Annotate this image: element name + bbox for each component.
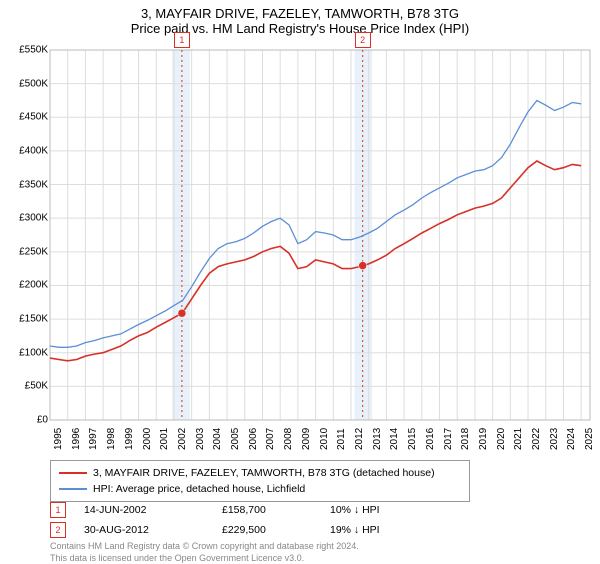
marker-badge-2: 2 <box>50 522 66 538</box>
xtick-label: 1997 <box>88 428 99 450</box>
xtick-label: 2012 <box>354 428 365 450</box>
footer-line2: This data is licensed under the Open Gov… <box>50 553 304 563</box>
marker-label-on-plot: 1 <box>174 32 190 48</box>
xtick-label: 2016 <box>425 428 436 450</box>
ytick-label: £50K <box>4 381 48 392</box>
xtick-label: 2011 <box>336 428 347 450</box>
xtick-label: 2014 <box>389 428 400 450</box>
title-block: 3, MAYFAIR DRIVE, FAZELEY, TAMWORTH, B78… <box>0 0 600 40</box>
xtick-label: 2018 <box>460 428 471 450</box>
xtick-label: 2000 <box>142 428 153 450</box>
markers-table: 1 14-JUN-2002 £158,700 10% ↓ HPI 2 30-AU… <box>50 500 590 540</box>
xtick-label: 2019 <box>478 428 489 450</box>
chart-title-line2: Price paid vs. HM Land Registry's House … <box>0 21 600 36</box>
ytick-label: £100K <box>4 347 48 358</box>
footer-line1: Contains HM Land Registry data © Crown c… <box>50 541 359 551</box>
legend-label-1: HPI: Average price, detached house, Lich… <box>93 481 305 497</box>
xtick-label: 2020 <box>496 428 507 450</box>
xtick-label: 1998 <box>106 428 117 450</box>
legend-swatch-1 <box>59 488 87 490</box>
ytick-label: £200K <box>4 280 48 291</box>
xtick-label: 2008 <box>283 428 294 450</box>
xtick-label: 2013 <box>372 428 383 450</box>
xtick-label: 2001 <box>159 428 170 450</box>
xtick-label: 2024 <box>566 428 577 450</box>
xtick-label: 2015 <box>407 428 418 450</box>
xtick-label: 2022 <box>531 428 542 450</box>
ytick-label: £400K <box>4 145 48 156</box>
xtick-label: 1995 <box>53 428 64 450</box>
marker-label-on-plot: 2 <box>355 32 371 48</box>
legend-swatch-0 <box>59 472 87 474</box>
marker-badge-1: 1 <box>50 502 66 518</box>
xtick-label: 2010 <box>319 428 330 450</box>
xtick-label: 2021 <box>513 428 524 450</box>
marker-date-0: 14-JUN-2002 <box>84 500 204 520</box>
ytick-label: £500K <box>4 78 48 89</box>
plot-area <box>50 50 590 420</box>
marker-pct-1: 19% ↓ HPI <box>330 520 460 540</box>
ytick-label: £550K <box>4 45 48 56</box>
xtick-label: 2006 <box>248 428 259 450</box>
marker-price-0: £158,700 <box>222 500 312 520</box>
legend-box: 3, MAYFAIR DRIVE, FAZELEY, TAMWORTH, B78… <box>50 460 470 502</box>
marker-row-0: 1 14-JUN-2002 £158,700 10% ↓ HPI <box>50 500 590 520</box>
xtick-label: 2002 <box>177 428 188 450</box>
marker-row-1: 2 30-AUG-2012 £229,500 19% ↓ HPI <box>50 520 590 540</box>
xtick-label: 2005 <box>230 428 241 450</box>
ytick-label: £0 <box>4 415 48 426</box>
line-chart-svg <box>50 50 590 420</box>
xtick-label: 2009 <box>301 428 312 450</box>
ytick-label: £300K <box>4 213 48 224</box>
xtick-label: 1996 <box>71 428 82 450</box>
ytick-label: £350K <box>4 179 48 190</box>
xtick-label: 2003 <box>195 428 206 450</box>
ytick-label: £250K <box>4 246 48 257</box>
marker-price-1: £229,500 <box>222 520 312 540</box>
ytick-label: £450K <box>4 112 48 123</box>
xtick-label: 2023 <box>549 428 560 450</box>
xtick-label: 2017 <box>443 428 454 450</box>
xtick-label: 2004 <box>212 428 223 450</box>
legend-label-0: 3, MAYFAIR DRIVE, FAZELEY, TAMWORTH, B78… <box>93 465 435 481</box>
chart-title-line1: 3, MAYFAIR DRIVE, FAZELEY, TAMWORTH, B78… <box>0 6 600 21</box>
marker-date-1: 30-AUG-2012 <box>84 520 204 540</box>
chart-container: 3, MAYFAIR DRIVE, FAZELEY, TAMWORTH, B78… <box>0 0 600 560</box>
xtick-label: 2007 <box>265 428 276 450</box>
xtick-label: 1999 <box>124 428 135 450</box>
legend-item-0: 3, MAYFAIR DRIVE, FAZELEY, TAMWORTH, B78… <box>59 465 461 481</box>
footer-block: Contains HM Land Registry data © Crown c… <box>50 540 590 564</box>
legend-item-1: HPI: Average price, detached house, Lich… <box>59 481 461 497</box>
marker-pct-0: 10% ↓ HPI <box>330 500 460 520</box>
xtick-label: 2025 <box>584 428 595 450</box>
ytick-label: £150K <box>4 314 48 325</box>
